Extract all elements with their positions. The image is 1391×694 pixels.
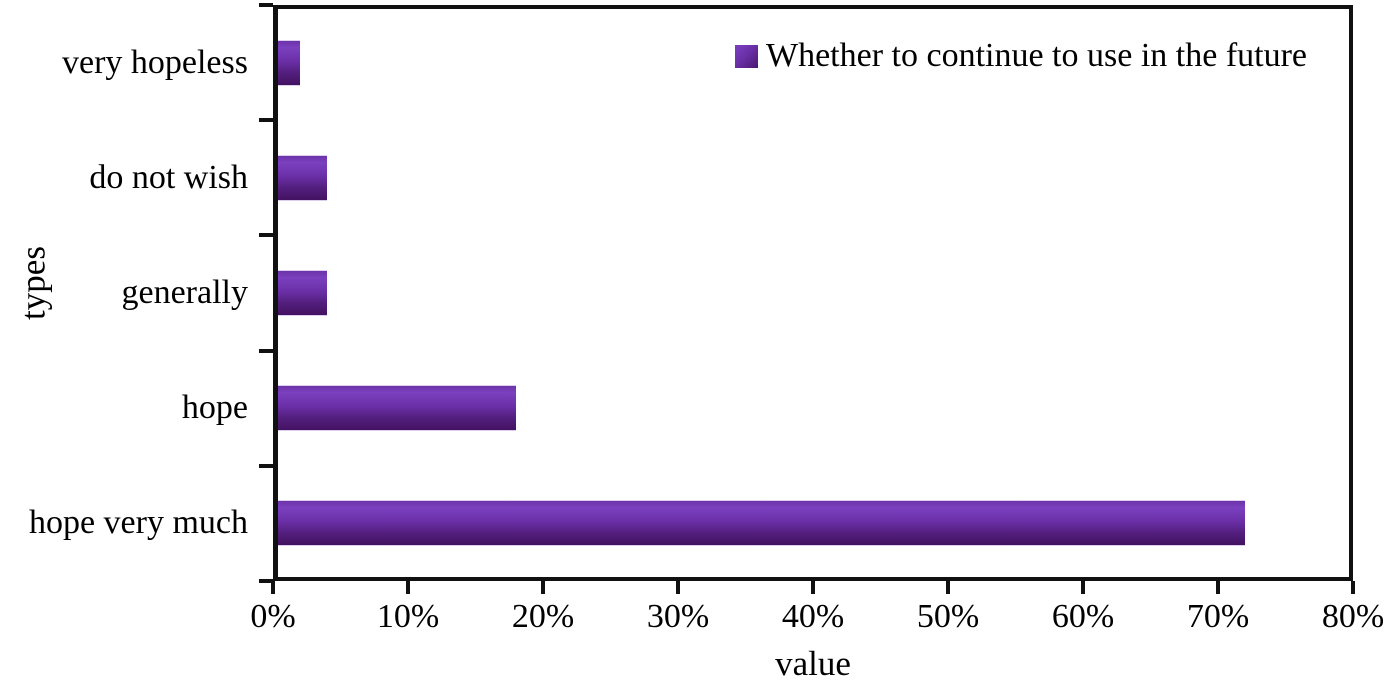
legend-swatch-icon <box>735 44 758 68</box>
y-tick-mark <box>259 118 273 123</box>
x-tick-mark <box>676 581 680 594</box>
legend-label: Whether to continue to use in the future <box>766 37 1307 74</box>
x-tick-label: 0% <box>250 598 296 635</box>
x-tick-label: 80% <box>1321 598 1385 635</box>
bar <box>278 155 327 200</box>
category-label: do not wish <box>89 158 248 196</box>
x-tick-mark <box>271 581 275 594</box>
x-tick-label: 70% <box>1186 598 1250 635</box>
x-tick-label: 20% <box>511 598 575 635</box>
bar <box>278 271 327 315</box>
y-tick-mark <box>259 233 273 238</box>
category-label: hope very much <box>28 504 248 542</box>
bar <box>278 386 516 431</box>
y-tick-mark <box>259 579 273 583</box>
plot-area: Whether to continue to use in the future <box>273 5 1353 581</box>
x-tick-label: 10% <box>376 598 440 635</box>
x-tick-mark <box>1081 581 1085 594</box>
y-tick-mark <box>259 3 273 7</box>
x-tick-label: 60% <box>1051 598 1115 635</box>
category-label: very hopeless <box>61 43 248 81</box>
x-tick-mark <box>541 581 545 594</box>
x-tick-label: 40% <box>781 598 845 635</box>
x-tick-label: 50% <box>916 598 980 635</box>
legend: Whether to continue to use in the future <box>735 39 1307 73</box>
x-tick-mark <box>1351 581 1355 594</box>
y-tick-mark <box>259 348 273 353</box>
x-axis-title: value <box>775 644 851 683</box>
x-tick-mark <box>811 581 815 594</box>
x-tick-mark <box>1216 581 1220 594</box>
x-tick-mark <box>946 581 950 594</box>
y-tick-mark <box>259 463 273 468</box>
bar <box>278 501 1245 546</box>
category-label: hope <box>181 389 248 427</box>
category-label: generally <box>121 273 249 311</box>
x-tick-label: 30% <box>646 598 710 635</box>
x-tick-mark <box>406 581 410 594</box>
bar <box>278 40 300 85</box>
